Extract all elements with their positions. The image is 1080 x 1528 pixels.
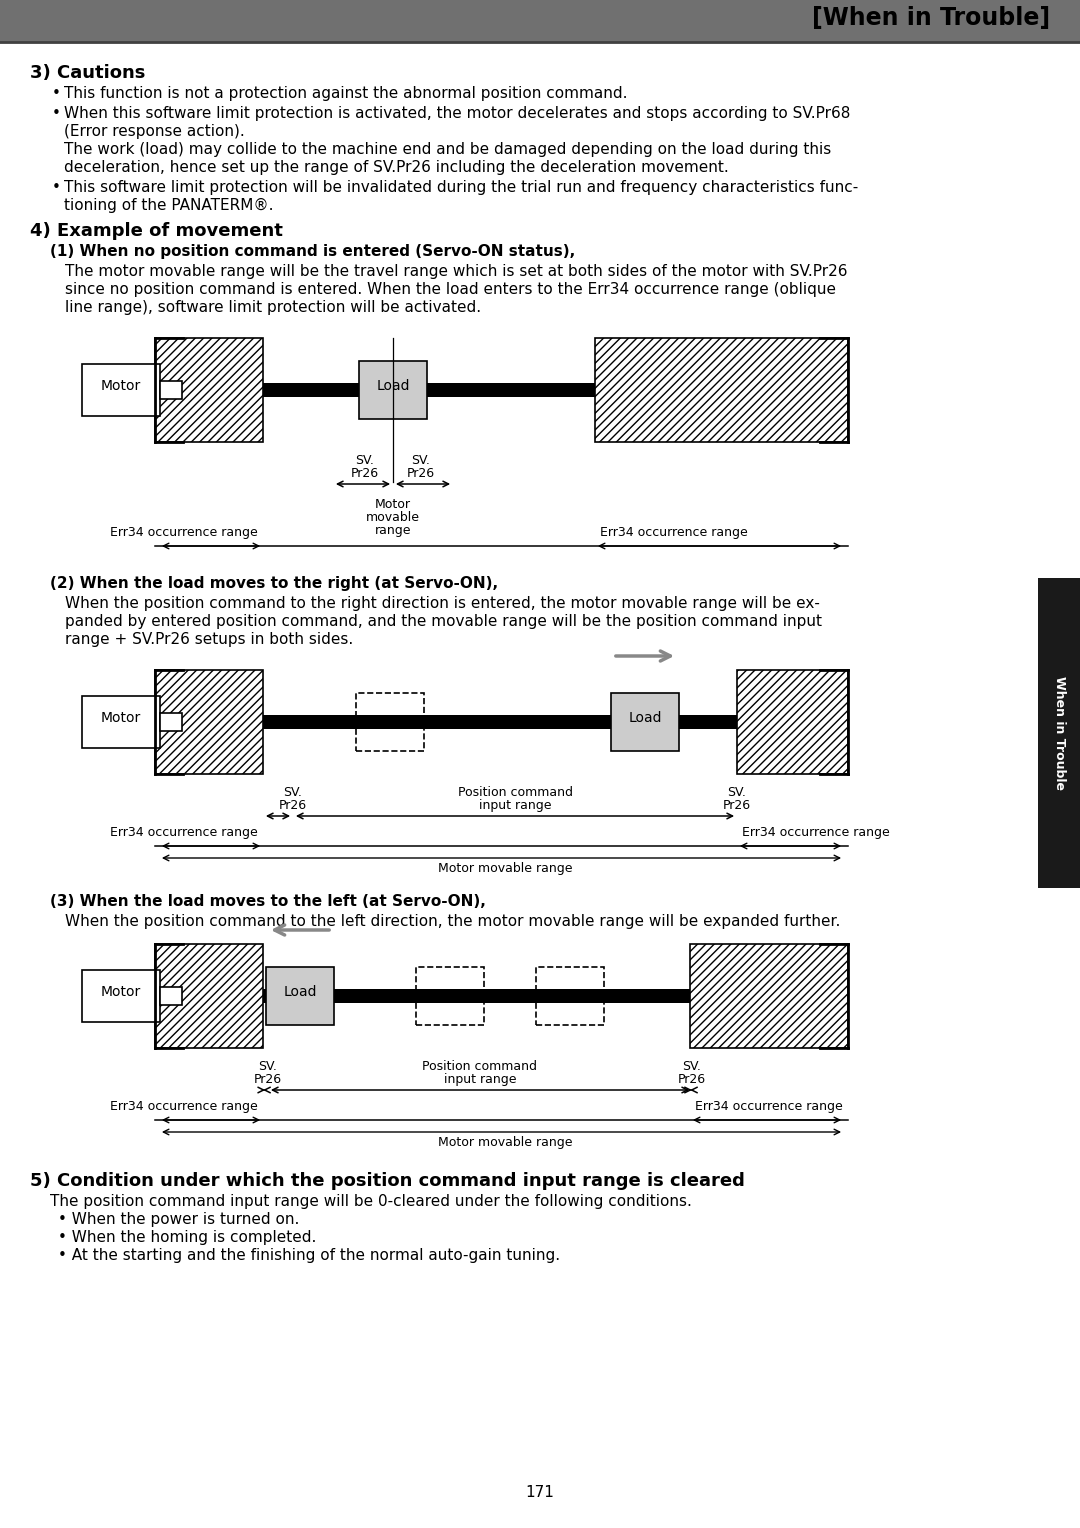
Text: Position command: Position command [422, 1060, 538, 1073]
Text: This software limit protection will be invalidated during the trial run and freq: This software limit protection will be i… [64, 180, 859, 196]
Text: Err34 occurrence range: Err34 occurrence range [110, 526, 258, 539]
Text: Err34 occurrence range: Err34 occurrence range [742, 827, 890, 839]
Bar [220, 715, 820, 729]
Text: Err34 occurrence range: Err34 occurrence range [600, 526, 747, 539]
Text: deceleration, hence set up the range of SV.Pr26 including the deceleration movem: deceleration, hence set up the range of … [64, 160, 729, 176]
Bar [611, 694, 679, 750]
Text: SV.: SV. [355, 454, 375, 468]
Text: This function is not a protection against the abnormal position command.: This function is not a protection agains… [64, 86, 627, 101]
Text: Pr26: Pr26 [678, 1073, 706, 1086]
Text: since no position command is entered. When the load enters to the Err34 occurren: since no position command is entered. Wh… [65, 283, 836, 296]
Text: When the position command to the left direction, the motor movable range will be: When the position command to the left di… [65, 914, 840, 929]
Bar [160, 380, 183, 399]
Text: range: range [375, 524, 411, 536]
Bar [82, 695, 160, 749]
Text: Motor: Motor [375, 498, 411, 510]
Text: SV.: SV. [284, 785, 302, 799]
Text: range + SV.Pr26 setups in both sides.: range + SV.Pr26 setups in both sides. [65, 633, 353, 646]
Text: When the position command to the right direction is entered, the motor movable r: When the position command to the right d… [65, 596, 820, 611]
Text: SV.: SV. [411, 454, 431, 468]
Bar [737, 669, 848, 775]
Text: SV.: SV. [258, 1060, 278, 1073]
Text: (1) When no position command is entered (Servo-ON status),: (1) When no position command is entered … [50, 244, 576, 260]
Bar [160, 714, 183, 730]
Bar [690, 944, 848, 1048]
Text: tioning of the PANATERM®.: tioning of the PANATERM®. [64, 199, 273, 212]
Bar [356, 694, 424, 750]
Text: movable: movable [366, 510, 420, 524]
Bar [156, 944, 264, 1048]
Text: SV.: SV. [728, 785, 746, 799]
Text: 5) Condition under which the position command input range is cleared: 5) Condition under which the position co… [30, 1172, 745, 1190]
Text: Err34 occurrence range: Err34 occurrence range [696, 1100, 842, 1112]
Text: Motor movable range: Motor movable range [437, 1135, 572, 1149]
Text: Motor: Motor [100, 379, 141, 393]
Text: Position command: Position command [458, 785, 572, 799]
Bar [595, 338, 848, 442]
Text: line range), software limit protection will be activated.: line range), software limit protection w… [65, 299, 481, 315]
Text: Pr26: Pr26 [279, 799, 307, 811]
Bar [266, 967, 334, 1025]
Text: Pr26: Pr26 [723, 799, 751, 811]
Bar [1038, 578, 1080, 888]
Text: • At the starting and the finishing of the normal auto-gain tuning.: • At the starting and the finishing of t… [58, 1248, 561, 1264]
Bar [536, 967, 604, 1025]
Text: (3) When the load moves to the left (at Servo-ON),: (3) When the load moves to the left (at … [50, 894, 486, 909]
Text: Motor: Motor [100, 986, 141, 999]
Text: 3) Cautions: 3) Cautions [30, 64, 146, 83]
Text: • When the power is turned on.: • When the power is turned on. [58, 1212, 299, 1227]
Text: Pr26: Pr26 [254, 1073, 282, 1086]
Text: Pr26: Pr26 [351, 468, 379, 480]
Text: •: • [52, 180, 60, 196]
Text: Motor: Motor [100, 711, 141, 724]
Text: [When in Trouble]: [When in Trouble] [812, 6, 1050, 31]
Bar [220, 989, 820, 1002]
Text: Load: Load [376, 379, 409, 393]
Bar [160, 987, 183, 1005]
Bar [220, 384, 820, 397]
Text: When in Trouble: When in Trouble [1053, 675, 1066, 790]
Bar [82, 364, 160, 416]
Text: Load: Load [283, 986, 316, 999]
Text: The motor movable range will be the travel range which is set at both sides of t: The motor movable range will be the trav… [65, 264, 848, 280]
Text: (2) When the load moves to the right (at Servo-ON),: (2) When the load moves to the right (at… [50, 576, 498, 591]
Text: When this software limit protection is activated, the motor decelerates and stop: When this software limit protection is a… [64, 105, 850, 121]
Text: •: • [52, 86, 60, 101]
Bar [156, 669, 264, 775]
Text: • When the homing is completed.: • When the homing is completed. [58, 1230, 316, 1245]
Text: 4) Example of movement: 4) Example of movement [30, 222, 283, 240]
Bar [416, 967, 484, 1025]
Text: Motor movable range: Motor movable range [437, 862, 572, 876]
Text: The work (load) may collide to the machine end and be damaged depending on the l: The work (load) may collide to the machi… [64, 142, 832, 157]
Bar [82, 970, 160, 1022]
Bar [359, 361, 427, 419]
Text: Err34 occurrence range: Err34 occurrence range [110, 1100, 258, 1112]
Text: input range: input range [444, 1073, 516, 1086]
Text: Load: Load [629, 711, 662, 724]
Bar [0, 0, 1080, 41]
Text: Err34 occurrence range: Err34 occurrence range [110, 827, 258, 839]
Text: 171: 171 [526, 1485, 554, 1500]
Text: SV.: SV. [683, 1060, 701, 1073]
Text: panded by entered position command, and the movable range will be the position c: panded by entered position command, and … [65, 614, 822, 630]
Text: input range: input range [478, 799, 551, 811]
Bar [156, 338, 264, 442]
Text: Pr26: Pr26 [407, 468, 435, 480]
Text: The position command input range will be 0-cleared under the following condition: The position command input range will be… [50, 1193, 692, 1209]
Text: •: • [52, 105, 60, 121]
Text: (Error response action).: (Error response action). [64, 124, 245, 139]
